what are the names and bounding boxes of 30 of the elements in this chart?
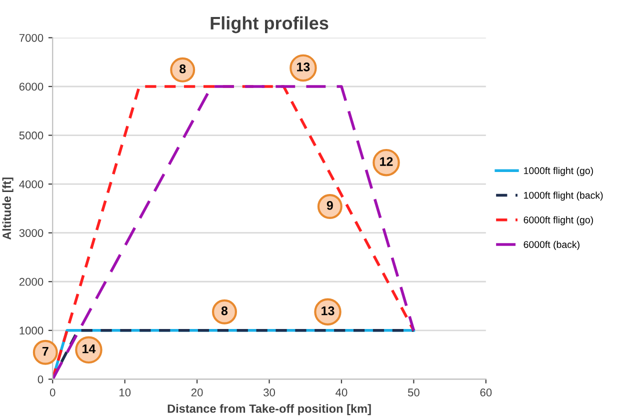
- x-tick-label: 20: [191, 388, 203, 396]
- y-axis-title: Altitude [ft]: [2, 178, 14, 240]
- y-tick-label: 7000: [19, 34, 44, 42]
- legend-label: 6000ft flight (go): [524, 216, 593, 226]
- legend-label: 1000ft flight (back): [524, 192, 603, 201]
- y-tick-label: 0: [38, 375, 44, 384]
- annotation: 8: [221, 306, 228, 316]
- annotation: 13: [322, 306, 334, 316]
- chart-title: Flight profiles: [210, 16, 328, 34]
- x-tick-label: 40: [336, 388, 348, 396]
- x-axis-title: Distance from Take-off position [km]: [168, 404, 371, 416]
- annotation: 7: [42, 346, 48, 356]
- legend-label: 1000ft flight (go): [524, 166, 593, 176]
- x-tick-label: 0: [50, 388, 56, 396]
- y-tick-label: 6000: [19, 82, 44, 91]
- legend-label: 6000ft (back): [524, 240, 580, 250]
- annotation: 8: [180, 64, 186, 74]
- y-tick-label: 3000: [19, 229, 44, 237]
- annotation: 14: [82, 344, 96, 354]
- x-tick-label: 50: [408, 388, 420, 396]
- x-tick-label: 60: [480, 388, 492, 396]
- y-tick-label: 4000: [19, 180, 44, 188]
- y-tick-label: 5000: [19, 132, 44, 140]
- x-tick-label: 30: [264, 388, 276, 396]
- y-tick-label: 1000: [20, 326, 44, 335]
- annotation: 13: [297, 62, 310, 72]
- x-tick-label: 10: [120, 388, 131, 396]
- annotation: 9: [326, 201, 333, 210]
- annotation: 12: [380, 157, 393, 166]
- y-tick-label: 2000: [19, 278, 44, 286]
